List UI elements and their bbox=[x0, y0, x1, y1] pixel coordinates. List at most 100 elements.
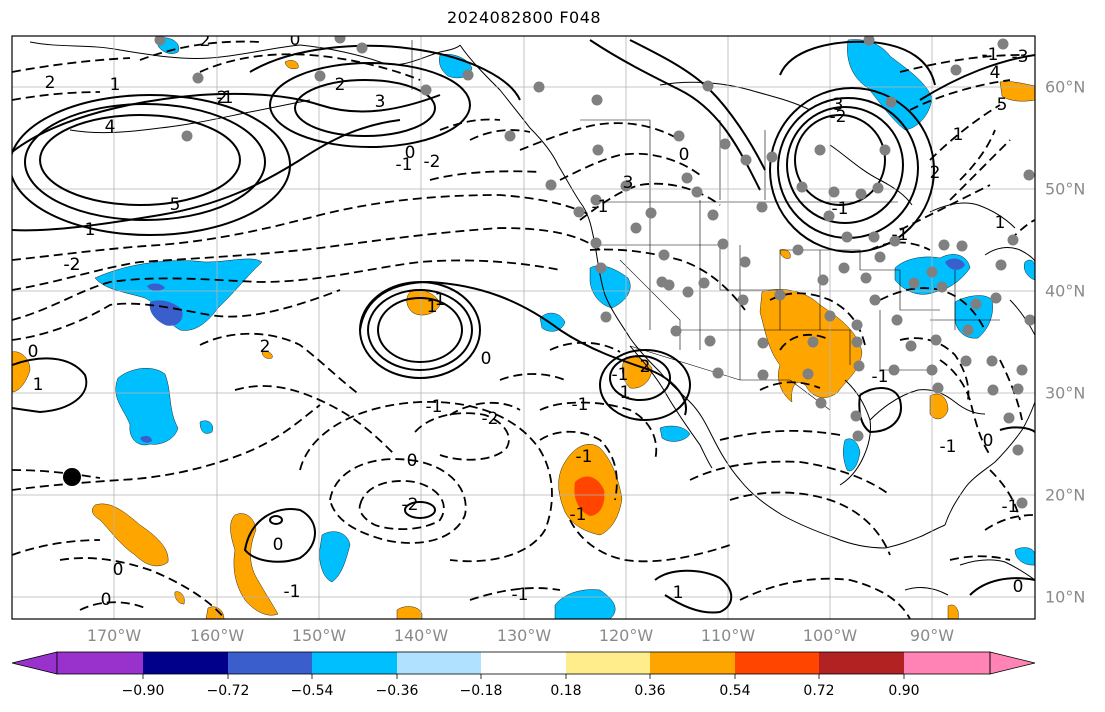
contour-label: 0 bbox=[273, 535, 284, 555]
colorbar-tick-label: 0.18 bbox=[550, 683, 582, 699]
contour-label: 4 bbox=[990, 63, 1001, 83]
lon-label-100w: 100°W bbox=[802, 626, 858, 645]
contour-label: -3 bbox=[1012, 47, 1029, 67]
contour-label: -1 bbox=[892, 225, 909, 245]
map-frame bbox=[11, 35, 1036, 620]
lat-label-50n: 50°N bbox=[1045, 179, 1086, 199]
contour-label: -1 bbox=[570, 505, 587, 525]
colorbar-tick-label: −0.18 bbox=[459, 683, 503, 699]
colorbar-tick-label: −0.54 bbox=[290, 683, 334, 699]
contour-label: 0 bbox=[405, 143, 416, 163]
colorbar-tick-label: −0.36 bbox=[375, 683, 419, 699]
lon-label-120w: 120°W bbox=[598, 626, 654, 645]
colorbar-segment bbox=[904, 652, 990, 674]
contour-label: 0 bbox=[481, 349, 492, 369]
colorbar-tick-label: 0.54 bbox=[719, 683, 751, 699]
strong-negative-anomaly-shading bbox=[140, 258, 965, 443]
colorbar-tick-label: 0.36 bbox=[634, 683, 666, 699]
lat-label-60n: 60°N bbox=[1045, 77, 1086, 97]
colorbar-min-extension bbox=[11, 651, 58, 675]
contour-label: 4 bbox=[105, 117, 116, 137]
contour-label: 1 bbox=[620, 383, 631, 403]
contour-label: -1 bbox=[426, 397, 443, 417]
contour-label: 2 bbox=[45, 73, 56, 93]
contour-label: 1 bbox=[33, 375, 44, 395]
contour-label: 2 bbox=[335, 75, 346, 95]
observation-dots bbox=[154, 36, 1035, 509]
contour-label: 1 bbox=[435, 290, 446, 310]
contour-label: 2 bbox=[200, 31, 211, 51]
lon-label-140w: 140°W bbox=[393, 626, 449, 645]
state-borders bbox=[411, 40, 1000, 411]
contour-label: 1 bbox=[427, 297, 438, 317]
contour-label: 5 bbox=[997, 95, 1008, 115]
positive-contours bbox=[12, 39, 1035, 614]
colorbar-segment bbox=[397, 652, 481, 674]
contour-label: 0 bbox=[407, 451, 418, 471]
colorbar-segment bbox=[566, 652, 650, 674]
contour-label: 0 bbox=[679, 145, 690, 165]
gridlines bbox=[12, 36, 1035, 619]
contour-label: -1 bbox=[940, 437, 957, 457]
contour-label: 0 bbox=[983, 431, 994, 451]
colorbar-segment bbox=[819, 652, 904, 674]
contour-label: 0 bbox=[113, 560, 124, 580]
contour-label: 3 bbox=[375, 92, 386, 112]
contour-label: 2 bbox=[640, 357, 651, 377]
contour-label: -1 bbox=[612, 365, 629, 385]
contour-label: -1 bbox=[396, 155, 413, 175]
contour-label: 3 bbox=[833, 95, 844, 115]
contour-label: -2 bbox=[424, 152, 441, 172]
map-title: 2024082800 F048 bbox=[446, 8, 602, 27]
lat-label-10n: 10°N bbox=[1045, 587, 1086, 607]
lon-label-160w: 160°W bbox=[189, 626, 245, 645]
contour-label: 1 bbox=[953, 125, 964, 145]
colorbar-segment bbox=[312, 652, 397, 674]
contour-label: -1 bbox=[1002, 497, 1019, 517]
contour-label: -2 bbox=[482, 409, 499, 429]
contour-label: 1 bbox=[85, 220, 96, 240]
lat-label-20n: 20°N bbox=[1045, 485, 1086, 505]
strong-positive-anomaly-shading bbox=[574, 476, 605, 516]
contour-label: 2 bbox=[217, 88, 228, 108]
contour-label: -1 bbox=[592, 197, 609, 217]
lon-label-150w: 150°W bbox=[291, 626, 347, 645]
contour-label: -1 bbox=[512, 585, 529, 605]
lon-label-90w: 90°W bbox=[909, 626, 955, 645]
contour-label: -2 bbox=[64, 255, 81, 275]
contour-label: 2 bbox=[930, 163, 941, 183]
contour-label: -1 bbox=[872, 367, 889, 387]
contour-label: -2 bbox=[64, 255, 81, 275]
location-marker bbox=[63, 468, 81, 486]
lon-label-170w: 170°W bbox=[86, 626, 142, 645]
contour-label: 1 bbox=[673, 583, 684, 603]
contour-label: 0 bbox=[101, 590, 112, 610]
colorbar-segment bbox=[735, 652, 819, 674]
lat-label-40n: 40°N bbox=[1045, 281, 1086, 301]
contour-label: -1 bbox=[576, 447, 593, 467]
colorbar-segment bbox=[143, 652, 228, 674]
contour-label: -2 bbox=[402, 495, 419, 515]
contour-label: 3 bbox=[623, 173, 634, 193]
coastlines bbox=[29, 41, 1035, 596]
contour-label: -1 bbox=[284, 582, 301, 602]
colorbar bbox=[11, 651, 1036, 679]
contour-label: 0 bbox=[1013, 577, 1024, 597]
contour-label: 1 bbox=[995, 213, 1006, 233]
contour-label: -1 bbox=[832, 199, 849, 219]
colorbar-segment bbox=[481, 652, 566, 674]
colorbar-tick-label: 0.72 bbox=[803, 683, 835, 699]
contour-label: 2 bbox=[260, 337, 271, 357]
contour-label: 0 bbox=[290, 30, 301, 50]
contour-label: -1 bbox=[217, 88, 234, 108]
colorbar-frame bbox=[56, 651, 991, 675]
lat-label-30n: 30°N bbox=[1045, 383, 1086, 403]
colorbar-segment bbox=[57, 652, 143, 674]
colorbar-tick-label: −0.72 bbox=[206, 683, 250, 699]
lon-label-130w: 130°W bbox=[496, 626, 552, 645]
colorbar-segment bbox=[650, 652, 735, 674]
contour-label: -1 bbox=[982, 45, 999, 65]
contour-label: 5 bbox=[170, 195, 181, 215]
